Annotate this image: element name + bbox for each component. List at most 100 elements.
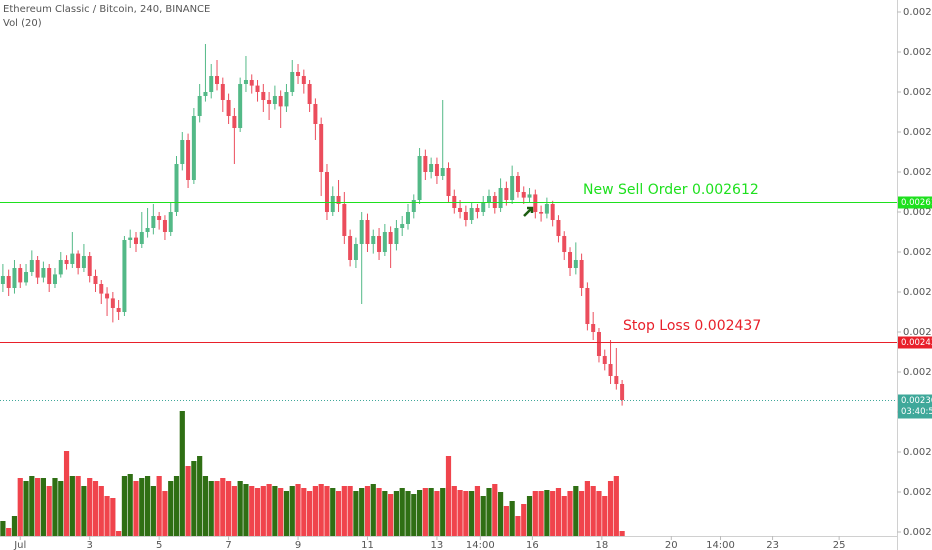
volume-bar <box>29 476 35 536</box>
countdown-label: 03:40:51 <box>901 407 932 417</box>
volume-bar <box>590 486 596 536</box>
candle-body <box>267 100 272 104</box>
candle-body <box>544 204 549 214</box>
volume-bar <box>6 528 12 536</box>
candle-body <box>377 236 382 252</box>
volume-bar <box>11 516 18 536</box>
candle-body <box>99 284 104 294</box>
volume-bar <box>544 490 550 536</box>
volume-bar <box>469 491 475 536</box>
volume-bar <box>567 491 573 536</box>
y-tick-label: 0.002750 <box>903 87 932 98</box>
volume-bar <box>225 481 232 536</box>
candle-body <box>573 260 578 268</box>
candle-body <box>336 196 341 204</box>
volume-bar <box>486 488 492 536</box>
volume-bar <box>422 488 428 536</box>
volume-bar <box>283 491 290 536</box>
y-tick-label: 0.002200 <box>903 527 932 538</box>
volume-bar <box>156 476 162 536</box>
volume-bar <box>509 501 515 536</box>
volume-bar <box>434 491 440 536</box>
candle-body <box>562 236 567 252</box>
volume-bar <box>382 491 388 536</box>
y-tick-label: 0.002250 <box>903 487 932 498</box>
candle-body <box>110 298 115 308</box>
volume-bar <box>474 486 481 536</box>
volume-bar <box>596 491 602 536</box>
candle-body <box>52 274 57 284</box>
x-tick-label: 5 <box>156 540 162 550</box>
candle-body <box>556 220 561 236</box>
volume-bar <box>312 486 318 536</box>
candle-body <box>469 208 474 220</box>
candle-body <box>608 364 613 376</box>
volume-bar <box>208 481 214 536</box>
candle-body <box>41 268 46 278</box>
candle-body <box>12 268 17 288</box>
candle-body <box>93 276 98 284</box>
candle-body <box>446 168 451 196</box>
candle-body <box>591 324 596 332</box>
volume-bar <box>555 488 562 536</box>
volume-bar <box>364 486 371 536</box>
candle-body <box>342 204 347 236</box>
candle-body <box>313 104 318 124</box>
candle-body <box>220 84 225 100</box>
y-tick-label: 0.002400 <box>903 367 932 378</box>
candle-body <box>504 188 509 200</box>
volume-bar <box>451 486 457 536</box>
volume-bar <box>503 506 509 536</box>
candle-body <box>394 228 399 244</box>
level-price-badge <box>898 336 932 349</box>
volume-bar <box>35 478 41 536</box>
candle-body <box>6 276 11 288</box>
candle-body <box>186 140 191 180</box>
volume-bar <box>168 481 174 536</box>
candle-body <box>162 220 167 232</box>
candle-body <box>382 232 387 252</box>
candle-body <box>87 256 92 276</box>
candle-body <box>168 212 173 232</box>
x-tick-label: 13 <box>431 540 444 550</box>
volume-bar <box>607 481 614 536</box>
volume-bar <box>324 486 330 536</box>
volume-bar <box>341 486 347 536</box>
volume-bar <box>87 478 93 536</box>
x-tick-label: 20 <box>665 540 678 550</box>
volume-bar <box>197 456 203 536</box>
volume-bar <box>179 411 185 536</box>
candle-body <box>232 116 237 128</box>
candle-body <box>151 216 156 228</box>
candle-body <box>330 196 335 212</box>
volume-bar <box>63 451 70 536</box>
candle-body <box>249 80 254 86</box>
volume-bar <box>416 490 423 536</box>
volume-bar <box>480 496 486 536</box>
volume-bar <box>127 474 133 536</box>
candle-body <box>434 164 439 176</box>
candle-body <box>301 76 306 84</box>
candle-body <box>64 260 69 264</box>
volume-bar <box>92 481 99 536</box>
candle-body <box>122 240 127 312</box>
volume-bar <box>532 491 538 536</box>
candle-body <box>411 200 416 212</box>
volume-bar <box>440 488 446 536</box>
candle-body <box>116 308 121 312</box>
volume-bar <box>307 491 313 536</box>
x-tick-label: Jul <box>13 540 26 550</box>
x-tick-label: 3 <box>87 540 93 550</box>
level-annotation: Stop Loss 0.002437 <box>623 318 761 334</box>
y-tick-label: 0.002850 <box>903 7 932 18</box>
volume-bar <box>330 488 336 536</box>
candle-body <box>307 84 312 104</box>
volume-bar <box>121 476 128 536</box>
volume-bar <box>584 481 590 536</box>
volume-bar <box>231 486 237 536</box>
volume-bar <box>237 481 243 536</box>
volume-bar <box>266 484 272 536</box>
candle-body <box>515 176 520 192</box>
y-tick-label: 0.002500 <box>903 287 932 298</box>
candle-body <box>348 236 353 260</box>
